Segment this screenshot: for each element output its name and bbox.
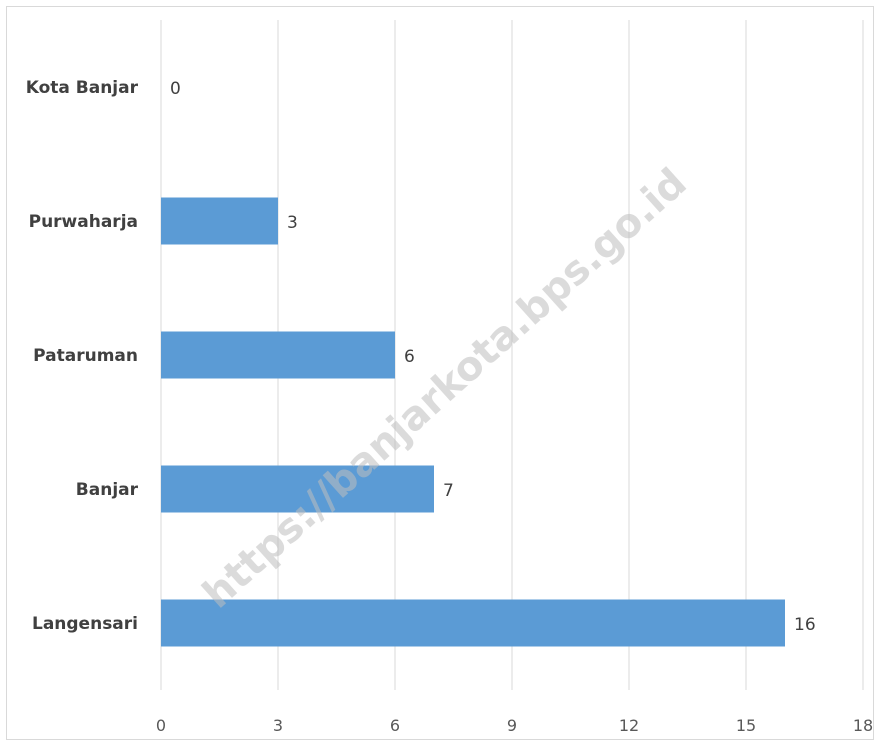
x-tick-label: 18 [853, 716, 873, 735]
data-label: 16 [794, 615, 816, 635]
data-label: 0 [170, 79, 181, 99]
data-label: 7 [443, 481, 454, 501]
category-label: Kota Banjar [26, 78, 139, 98]
data-label: 3 [287, 213, 298, 233]
category-label: Langensari [32, 614, 138, 634]
bar [161, 331, 395, 379]
bar [161, 197, 278, 245]
x-tick-label: 3 [273, 716, 283, 735]
x-tick-label: 6 [390, 716, 400, 735]
bar [161, 599, 785, 647]
x-tick-label: 0 [156, 716, 166, 735]
data-label: 6 [404, 347, 415, 367]
category-label: Purwaharja [29, 212, 138, 232]
x-tick-label: 12 [619, 716, 639, 735]
x-tick-label: 9 [507, 716, 517, 735]
category-label: Banjar [76, 480, 139, 500]
x-tick-label: 15 [736, 716, 756, 735]
bar [161, 465, 434, 513]
category-label: Pataruman [33, 346, 138, 366]
